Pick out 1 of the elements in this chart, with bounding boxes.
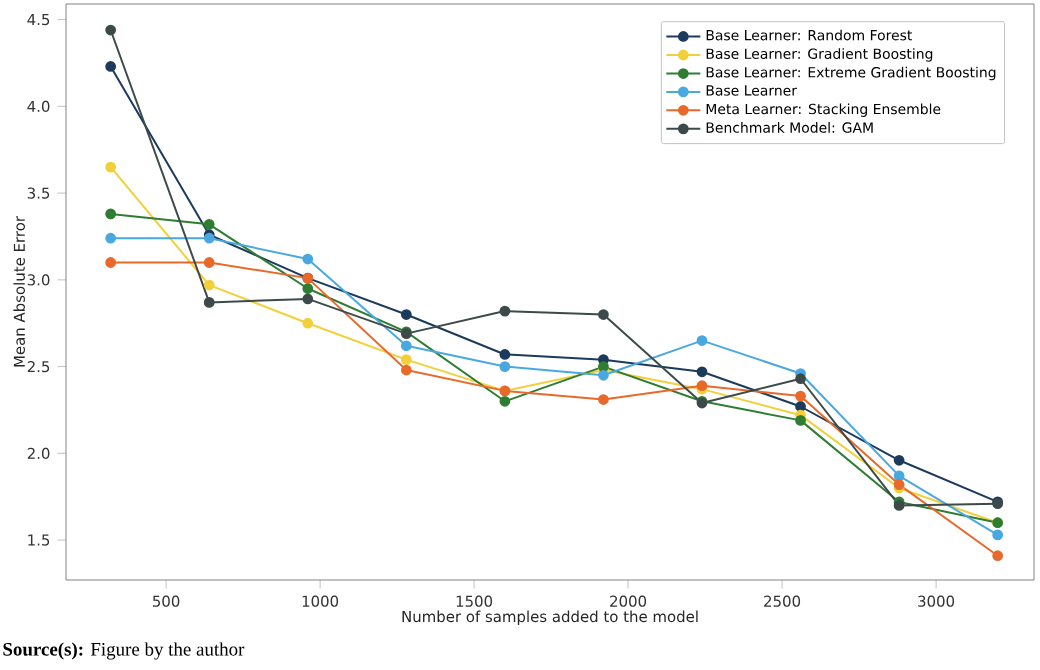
text: Source(s): Figure by the author — [3, 642, 245, 660]
